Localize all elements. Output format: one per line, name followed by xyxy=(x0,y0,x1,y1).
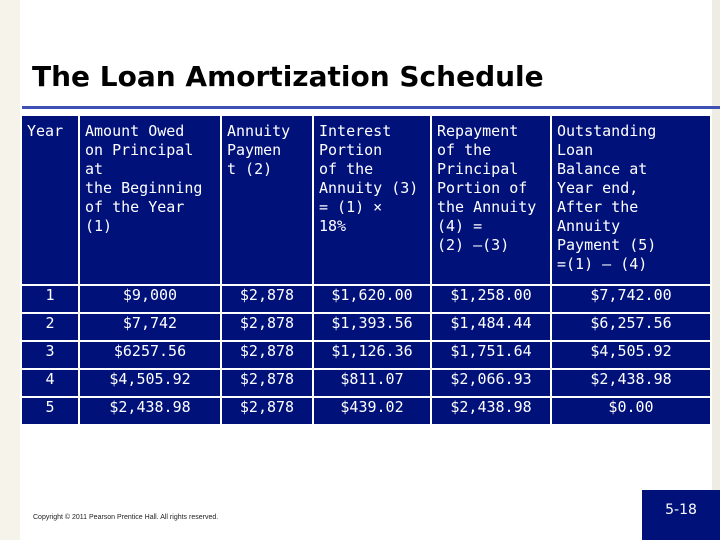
cell-year: 1 xyxy=(22,286,80,314)
cell-principal-repayment: $1,751.64 xyxy=(432,342,552,370)
header-line: Year end, xyxy=(557,179,639,197)
header-line: Annuity (3) xyxy=(319,179,419,197)
header-line: Year xyxy=(27,122,64,140)
cell-amount-owed: $4,505.92 xyxy=(80,370,222,398)
table-row: 4 $4,505.92 $2,878 $811.07 $2,066.93 $2,438.9… xyxy=(22,370,710,398)
cell-outstanding-balance: $2,438.98 xyxy=(552,370,710,398)
table-row: 2 $7,742 $2,878 $1,393.56 $1,484.44 $6,257.56 xyxy=(22,314,710,342)
header-line: Repayment xyxy=(437,122,519,140)
header-line: Loan xyxy=(557,141,594,159)
cell-principal-repayment: $1,484.44 xyxy=(432,314,552,342)
header-line: Balance at xyxy=(557,160,648,178)
header-line: t (2) xyxy=(227,160,273,178)
cell-principal-repayment: $2,066.93 xyxy=(432,370,552,398)
copyright-footer: Copyright © 2011 Pearson Prentice Hall. … xyxy=(33,514,219,521)
table-body: 1 $9,000 $2,878 $1,620.00 $1,258.00 $7,742.00… xyxy=(22,286,710,424)
cell-amount-owed: $7,742 xyxy=(80,314,222,342)
header-amount-owed: Amount Owed on Principal at the Beginning o… xyxy=(80,116,222,286)
header-line: the Annuity xyxy=(437,198,537,216)
page-number: 5-18 xyxy=(642,490,720,540)
header-line: (1) xyxy=(85,217,113,235)
cell-annuity-payment: $2,878 xyxy=(222,398,314,424)
slide-title: The Loan Amortization Schedule xyxy=(32,60,544,93)
header-outstanding-balance: Outstanding Loan Balance at Year end, After … xyxy=(552,116,710,286)
header-line: of the Year xyxy=(85,198,185,216)
table-row: 3 $6257.56 $2,878 $1,126.36 $1,751.64 $4,505.… xyxy=(22,342,710,370)
header-line: Portion of xyxy=(437,179,528,197)
cell-annuity-payment: $2,878 xyxy=(222,314,314,342)
cell-annuity-payment: $2,878 xyxy=(222,370,314,398)
left-decorative-stripe xyxy=(0,0,20,540)
cell-year: 2 xyxy=(22,314,80,342)
header-line: 18% xyxy=(319,217,347,235)
cell-principal-repayment: $2,438.98 xyxy=(432,398,552,424)
cell-principal-repayment: $1,258.00 xyxy=(432,286,552,314)
right-decorative-stripe xyxy=(712,0,720,540)
cell-annuity-payment: $2,878 xyxy=(222,342,314,370)
header-principal-repayment: Repayment of the Principal Portion of the An… xyxy=(432,116,552,286)
header-line: Payment (5) xyxy=(557,236,657,254)
cell-year: 5 xyxy=(22,398,80,424)
table-header-row: Year Amount Owed on Principal at the Begin… xyxy=(22,116,710,286)
header-line: of the xyxy=(437,141,492,159)
table-row: 1 $9,000 $2,878 $1,620.00 $1,258.00 $7,742.00 xyxy=(22,286,710,314)
cell-interest-portion: $1,620.00 xyxy=(314,286,432,314)
header-line: Outstanding xyxy=(557,122,657,140)
header-line: Annuity xyxy=(227,122,291,140)
cell-amount-owed: $2,438.98 xyxy=(80,398,222,424)
header-line: on Principal at xyxy=(85,141,194,178)
cell-interest-portion: $1,393.56 xyxy=(314,314,432,342)
header-line: (4) = xyxy=(437,217,483,235)
cell-interest-portion: $439.02 xyxy=(314,398,432,424)
cell-year: 4 xyxy=(22,370,80,398)
table-row: 5 $2,438.98 $2,878 $439.02 $2,438.98 $0.00 xyxy=(22,398,710,424)
header-line: Principal xyxy=(437,160,519,178)
cell-amount-owed: $9,000 xyxy=(80,286,222,314)
cell-outstanding-balance: $6,257.56 xyxy=(552,314,710,342)
header-line: After the xyxy=(557,198,639,216)
cell-outstanding-balance: $0.00 xyxy=(608,398,654,416)
header-interest-portion: Interest Portion of the Annuity (3) = (1) × 1… xyxy=(314,116,432,286)
header-line: Amount Owed xyxy=(85,122,185,140)
cell-interest-portion: $811.07 xyxy=(314,370,432,398)
cell-outstanding-balance: $4,505.92 xyxy=(552,342,710,370)
header-line: Paymen xyxy=(227,141,282,159)
title-underline xyxy=(22,106,720,109)
cell-annuity-payment: $2,878 xyxy=(222,286,314,314)
header-line: of the xyxy=(319,160,374,178)
header-annuity-payment: Annuity Paymen t (2) xyxy=(222,116,314,286)
header-line: = (1) × xyxy=(319,198,383,216)
header-line: the Beginning xyxy=(85,179,203,197)
header-line: =(1) – (4) xyxy=(557,255,648,273)
amortization-table: Year Amount Owed on Principal at the Begin… xyxy=(22,116,710,424)
header-line: Portion xyxy=(319,141,383,159)
cell-interest-portion: $1,126.36 xyxy=(314,342,432,370)
header-line: Annuity xyxy=(557,217,621,235)
header-year: Year xyxy=(22,116,80,286)
header-line: (2) –(3) xyxy=(437,236,510,254)
cell-year: 3 xyxy=(22,342,80,370)
cell-outstanding-balance: $7,742.00 xyxy=(552,286,710,314)
cell-amount-owed: $6257.56 xyxy=(80,342,222,370)
header-line: Interest xyxy=(319,122,392,140)
